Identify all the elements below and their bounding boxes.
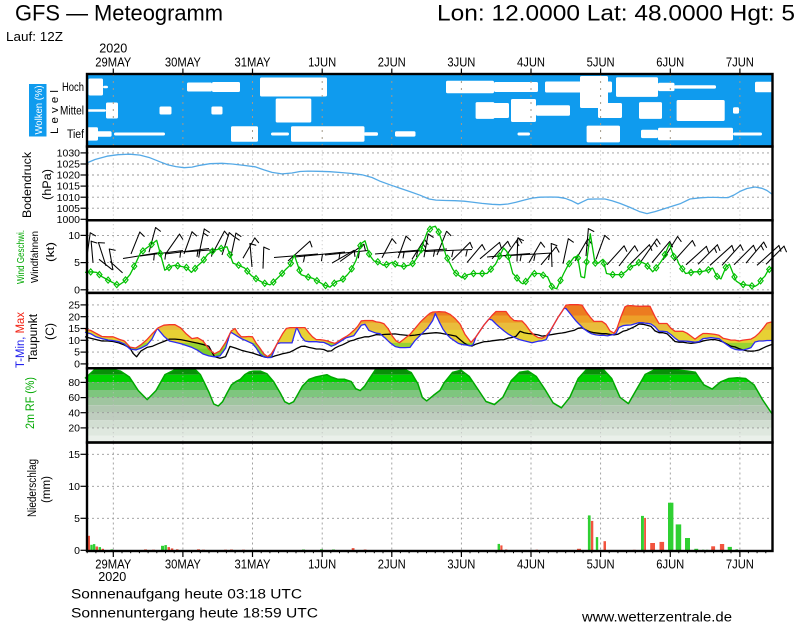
svg-text:30MAY: 30MAY — [165, 557, 201, 572]
svg-text:25: 25 — [68, 300, 80, 312]
svg-text:4JUN: 4JUN — [517, 557, 545, 572]
svg-text:(kt): (kt) — [45, 242, 57, 262]
svg-text:10: 10 — [68, 230, 80, 242]
svg-text:15: 15 — [68, 323, 80, 335]
svg-text:Lon: 12.0000 Lat: 48.0000 Hgt:: Lon: 12.0000 Lat: 48.0000 Hgt: 5 — [437, 1, 795, 26]
svg-text:1JUN: 1JUN — [308, 55, 336, 70]
svg-text:3JUN: 3JUN — [447, 55, 475, 70]
svg-text:Bodendruck: Bodendruck — [22, 152, 34, 218]
svg-text:T-Min, Max: T-Min, Max — [15, 312, 27, 368]
svg-text:5JUN: 5JUN — [587, 55, 615, 70]
svg-text:60: 60 — [68, 392, 80, 404]
svg-text:10: 10 — [68, 335, 80, 347]
svg-text:6JUN: 6JUN — [656, 557, 684, 572]
svg-text:1005: 1005 — [57, 203, 81, 215]
svg-text:20: 20 — [68, 311, 80, 323]
svg-text:1025: 1025 — [57, 159, 81, 171]
svg-text:4JUN: 4JUN — [517, 55, 545, 70]
svg-text:2m RF (%): 2m RF (%) — [25, 377, 37, 429]
svg-text:1000: 1000 — [57, 214, 81, 226]
svg-text:15: 15 — [68, 449, 80, 461]
svg-text:5: 5 — [74, 347, 80, 359]
svg-text:31MAY: 31MAY — [235, 557, 271, 572]
svg-text:6JUN: 6JUN — [656, 55, 684, 70]
svg-text:5JUN: 5JUN — [587, 557, 615, 572]
svg-text:2020: 2020 — [99, 41, 127, 56]
svg-text:2JUN: 2JUN — [378, 55, 406, 70]
svg-text:7JUN: 7JUN — [726, 55, 754, 70]
svg-text:Hoch: Hoch — [62, 82, 84, 94]
svg-text:80: 80 — [68, 377, 80, 389]
svg-text:(mm): (mm) — [41, 476, 53, 503]
svg-text:Taupunkt: Taupunkt — [28, 313, 40, 362]
svg-text:Lauf: 12Z: Lauf: 12Z — [6, 30, 63, 44]
svg-text:0: 0 — [74, 359, 80, 371]
svg-text:30MAY: 30MAY — [165, 55, 201, 70]
svg-text:Sonnenaufgang heute 03:18 UTC: Sonnenaufgang heute 03:18 UTC — [71, 587, 302, 602]
svg-text:29MAY: 29MAY — [95, 557, 131, 572]
svg-text:29MAY: 29MAY — [95, 55, 131, 70]
svg-text:0: 0 — [74, 545, 80, 557]
svg-text:GFS — Meteogramm: GFS — Meteogramm — [15, 1, 223, 26]
svg-text:1020: 1020 — [57, 170, 81, 182]
svg-text:(C): (C) — [45, 323, 57, 340]
svg-text:(hPa): (hPa) — [42, 169, 54, 200]
svg-text:2020: 2020 — [98, 569, 126, 584]
svg-text:20: 20 — [68, 423, 80, 435]
svg-text:Wolken (%): Wolken (%) — [33, 86, 45, 135]
svg-text:1JUN: 1JUN — [308, 557, 336, 572]
svg-text:5: 5 — [74, 513, 80, 525]
svg-text:10: 10 — [68, 481, 80, 493]
svg-text:Tief: Tief — [67, 129, 85, 141]
svg-text:Sonnenuntergang heute 18:59 UT: Sonnenuntergang heute 18:59 UTC — [71, 606, 318, 621]
svg-text:2JUN: 2JUN — [378, 557, 406, 572]
svg-text:1010: 1010 — [57, 192, 81, 204]
svg-text:Level: Level — [49, 86, 61, 134]
svg-text:0: 0 — [74, 284, 80, 296]
svg-text:Windfahnen: Windfahnen — [29, 231, 41, 283]
svg-text:1030: 1030 — [57, 148, 81, 160]
svg-text:31MAY: 31MAY — [235, 55, 271, 70]
svg-text:Niederschlag: Niederschlag — [27, 459, 39, 517]
svg-text:1015: 1015 — [57, 181, 81, 193]
svg-text:www.wetterzentrale.de: www.wetterzentrale.de — [581, 610, 732, 625]
svg-text:Wind Geschwi.: Wind Geschwi. — [15, 230, 27, 284]
svg-text:Mittel: Mittel — [60, 106, 84, 118]
svg-text:7JUN: 7JUN — [726, 557, 754, 572]
svg-text:5: 5 — [74, 257, 80, 269]
svg-text:40: 40 — [68, 407, 80, 419]
svg-text:3JUN: 3JUN — [447, 557, 475, 572]
